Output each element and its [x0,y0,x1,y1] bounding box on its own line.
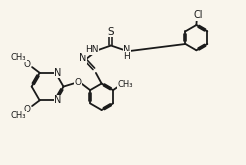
Text: CH₃: CH₃ [11,53,26,62]
Text: O: O [24,105,31,114]
Text: O: O [75,78,82,87]
Text: N: N [54,68,62,78]
Text: Cl: Cl [194,10,203,20]
Text: N: N [123,45,131,55]
Text: S: S [107,27,114,37]
Text: N: N [54,95,62,105]
Text: H: H [123,52,130,61]
Text: HN: HN [85,45,98,54]
Text: N: N [79,53,87,63]
Text: O: O [24,60,31,68]
Text: CH₃: CH₃ [11,111,26,120]
Text: CH₃: CH₃ [117,80,133,89]
